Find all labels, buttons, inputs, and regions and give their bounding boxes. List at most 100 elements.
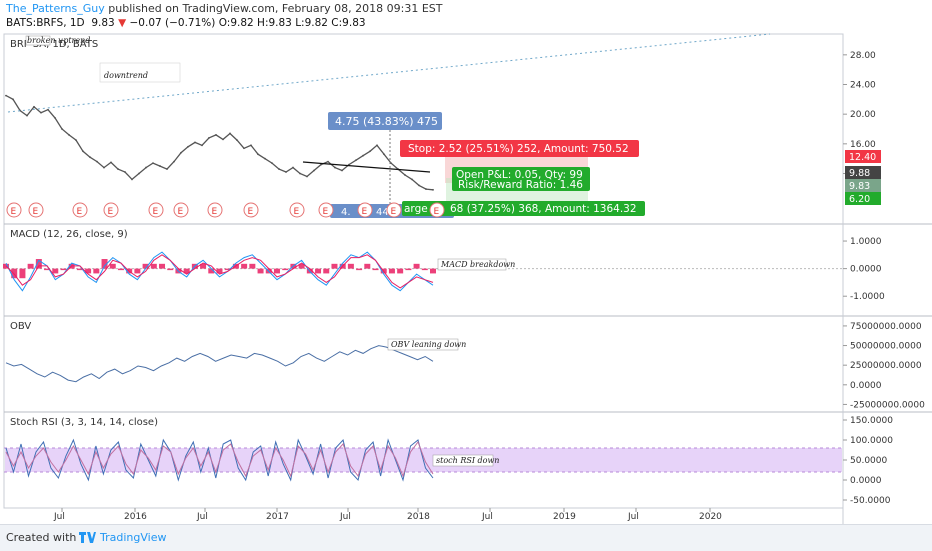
stoch-rsi-down-label-box bbox=[432, 454, 494, 467]
price-point bbox=[411, 178, 413, 181]
histogram-bar bbox=[282, 268, 289, 271]
earnings-marker[interactable]: E bbox=[6, 202, 22, 218]
histogram-bar bbox=[298, 263, 305, 269]
x-tick-label: Jul bbox=[339, 512, 351, 522]
histogram-bar bbox=[273, 268, 280, 274]
price-point bbox=[54, 116, 56, 119]
macd-pane[interactable]: MACD (12, 26, close, 9) 1.0000 0.0000 -1.00… bbox=[3, 229, 885, 302]
obv-pane[interactable]: OBV 75000000.0000 50000000.0000 25000000.00… bbox=[5, 321, 925, 410]
rr-text: Risk/Reward Ratio: 1.46 bbox=[458, 179, 583, 191]
obv-leaning-down-label-box bbox=[387, 338, 459, 351]
x-tick-label: 2020 bbox=[699, 512, 722, 522]
price-point bbox=[243, 147, 245, 150]
price-point bbox=[362, 154, 364, 157]
target-box[interactable] bbox=[402, 201, 645, 216]
price-point bbox=[264, 157, 266, 160]
earnings-label: E bbox=[294, 207, 300, 217]
earnings-label: E bbox=[11, 207, 17, 217]
price-point bbox=[236, 139, 238, 142]
downtrend-label: downtrend bbox=[104, 71, 148, 80]
price-change: −0.07 (−0.71%) bbox=[129, 17, 216, 29]
author-link[interactable]: The_Patterns_Guy bbox=[6, 2, 105, 15]
price-point bbox=[61, 128, 63, 130]
symbol-line: BATS:BRFS, 1D 9.83 ▼ −0.07 (−0.71%) O:9.… bbox=[6, 17, 366, 29]
earnings-marker[interactable]: E bbox=[72, 202, 88, 218]
price-point bbox=[103, 166, 105, 169]
y-tick-label: 50.0000 bbox=[850, 456, 887, 466]
price-tag-label: 12.40 bbox=[849, 152, 876, 163]
pnl-box[interactable] bbox=[452, 167, 590, 191]
price-point bbox=[299, 172, 301, 175]
earnings-marker[interactable]: E bbox=[207, 202, 223, 218]
price-point bbox=[117, 168, 119, 170]
price-point bbox=[166, 168, 168, 170]
price-point bbox=[355, 159, 357, 162]
chart-svg[interactable]: BRF SA, 1D, BATS28.0024.0020.0016.0012.0… bbox=[0, 0, 932, 524]
downtrend-line bbox=[302, 161, 431, 173]
earnings-marker[interactable]: E bbox=[289, 202, 305, 218]
measure-info-text: 4.75 (43.83%) 475 bbox=[335, 115, 438, 128]
x-tick-label: 2016 bbox=[124, 512, 147, 522]
earnings-marker[interactable]: E bbox=[28, 202, 44, 218]
earnings-label: E bbox=[362, 207, 368, 217]
histogram-bar bbox=[200, 263, 207, 269]
price-point bbox=[110, 161, 112, 164]
histogram-bar bbox=[101, 259, 108, 269]
earnings-marker[interactable]: E bbox=[148, 202, 164, 218]
price-point bbox=[12, 98, 14, 101]
pane-title: MACD (12, 26, close, 9) bbox=[10, 229, 128, 240]
pane-title: OBV bbox=[10, 321, 31, 332]
price-point bbox=[194, 141, 196, 144]
pane-title: BRF SA, 1D, BATS bbox=[10, 39, 98, 50]
histogram-bar bbox=[85, 268, 92, 274]
y-tick-label: 0.0000 bbox=[850, 265, 882, 275]
measure-info-box[interactable] bbox=[328, 112, 442, 130]
histogram-bar bbox=[93, 268, 100, 274]
downtrend-box bbox=[99, 62, 181, 83]
histogram-bar bbox=[388, 268, 395, 274]
time-axis[interactable]: Jul 2016 Jul 2017 Jul 2018 Jul 2019 Jul 2020 bbox=[4, 507, 843, 522]
earnings-marker[interactable]: E bbox=[386, 202, 402, 218]
price-point bbox=[222, 138, 224, 141]
y-tick-label: -50.0000 bbox=[850, 496, 891, 506]
earnings-marker[interactable]: E bbox=[429, 202, 445, 218]
tradingview-brand-link[interactable]: TradingView bbox=[100, 531, 167, 544]
y-tick-label: 24.00 bbox=[850, 81, 876, 91]
price-point bbox=[187, 145, 189, 148]
stoch-rsi-pane[interactable]: Stoch RSI (3, 3, 14, 14, close) 150.0000 1… bbox=[4, 416, 893, 506]
price-point bbox=[320, 163, 322, 166]
y-tick-label: 1.0000 bbox=[850, 237, 882, 247]
earnings-marker[interactable]: E bbox=[243, 202, 259, 218]
histogram-bar bbox=[142, 263, 149, 269]
x-tick-label: 2018 bbox=[407, 512, 430, 522]
price-point bbox=[131, 178, 133, 181]
price-point bbox=[292, 166, 294, 169]
histogram-bar bbox=[331, 263, 338, 269]
price-point bbox=[208, 137, 210, 139]
symbol-name[interactable]: BATS:BRFS, 1D bbox=[6, 17, 85, 29]
histogram-bar bbox=[249, 263, 256, 269]
earnings-marker[interactable]: E bbox=[357, 202, 373, 218]
obv-leaning-down-label: OBV leaning down bbox=[391, 340, 466, 349]
x-tick-label: 2017 bbox=[266, 512, 289, 522]
price-point bbox=[313, 169, 315, 172]
histogram-bar bbox=[167, 268, 174, 271]
price-pane[interactable]: BRF SA, 1D, BATS28.0024.0020.0016.0012.0… bbox=[5, 33, 881, 218]
price-tag bbox=[845, 179, 881, 192]
histogram-bar bbox=[216, 268, 223, 274]
earnings-label: E bbox=[434, 207, 440, 217]
histogram-bar bbox=[117, 268, 124, 271]
stop-box[interactable] bbox=[400, 140, 639, 157]
earnings-marker[interactable]: E bbox=[318, 202, 334, 218]
earnings-marker[interactable]: E bbox=[103, 202, 119, 218]
price-point bbox=[5, 94, 7, 97]
y-tick-label: 0.0000 bbox=[850, 381, 882, 391]
price-point bbox=[229, 132, 231, 135]
price-point bbox=[327, 160, 329, 163]
histogram-bar bbox=[421, 268, 428, 271]
y-tick-label: -25000000.0000 bbox=[850, 400, 925, 410]
earnings-marker[interactable]: E bbox=[173, 202, 189, 218]
y-tick-label: 16.00 bbox=[850, 140, 876, 150]
x-tick-label: Jul bbox=[196, 512, 208, 522]
broken-uptrend-box bbox=[25, 35, 51, 46]
